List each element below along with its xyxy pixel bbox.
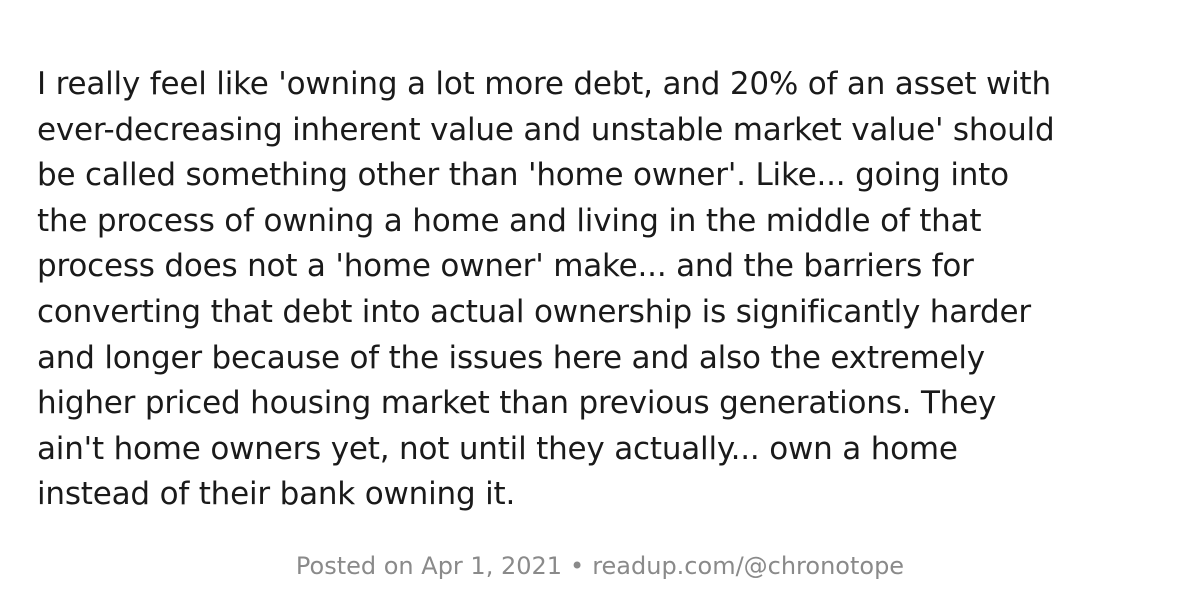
post-footer: Posted on Apr 1, 2021 • readup.com/@chrono… xyxy=(0,548,1200,584)
post-line: ain't home owners yet, not until they ac… xyxy=(37,430,958,467)
post-line: I really feel like 'owning a lot more de… xyxy=(37,66,1051,102)
post-body: I really feel like 'owning a lot more de… xyxy=(37,62,1177,518)
post-line: higher priced housing market than previo… xyxy=(37,385,997,422)
post-line: ever-decreasing inherent value and unsta… xyxy=(37,111,1055,148)
post-line: and longer because of the issues here an… xyxy=(37,339,985,376)
post-line: the process of owning a home and living … xyxy=(37,202,982,239)
source-link[interactable]: readup.com/@chronotope xyxy=(592,552,905,580)
post-line: instead of their bank owning it. xyxy=(37,476,516,513)
post-line: converting that debt into actual ownersh… xyxy=(37,293,1031,330)
posted-date: Posted on Apr 1, 2021 xyxy=(295,552,563,580)
post-line: process does not a 'home owner' make... … xyxy=(37,248,974,285)
post-line: be called something other than 'home own… xyxy=(37,157,1009,194)
separator-dot: • xyxy=(570,552,585,580)
